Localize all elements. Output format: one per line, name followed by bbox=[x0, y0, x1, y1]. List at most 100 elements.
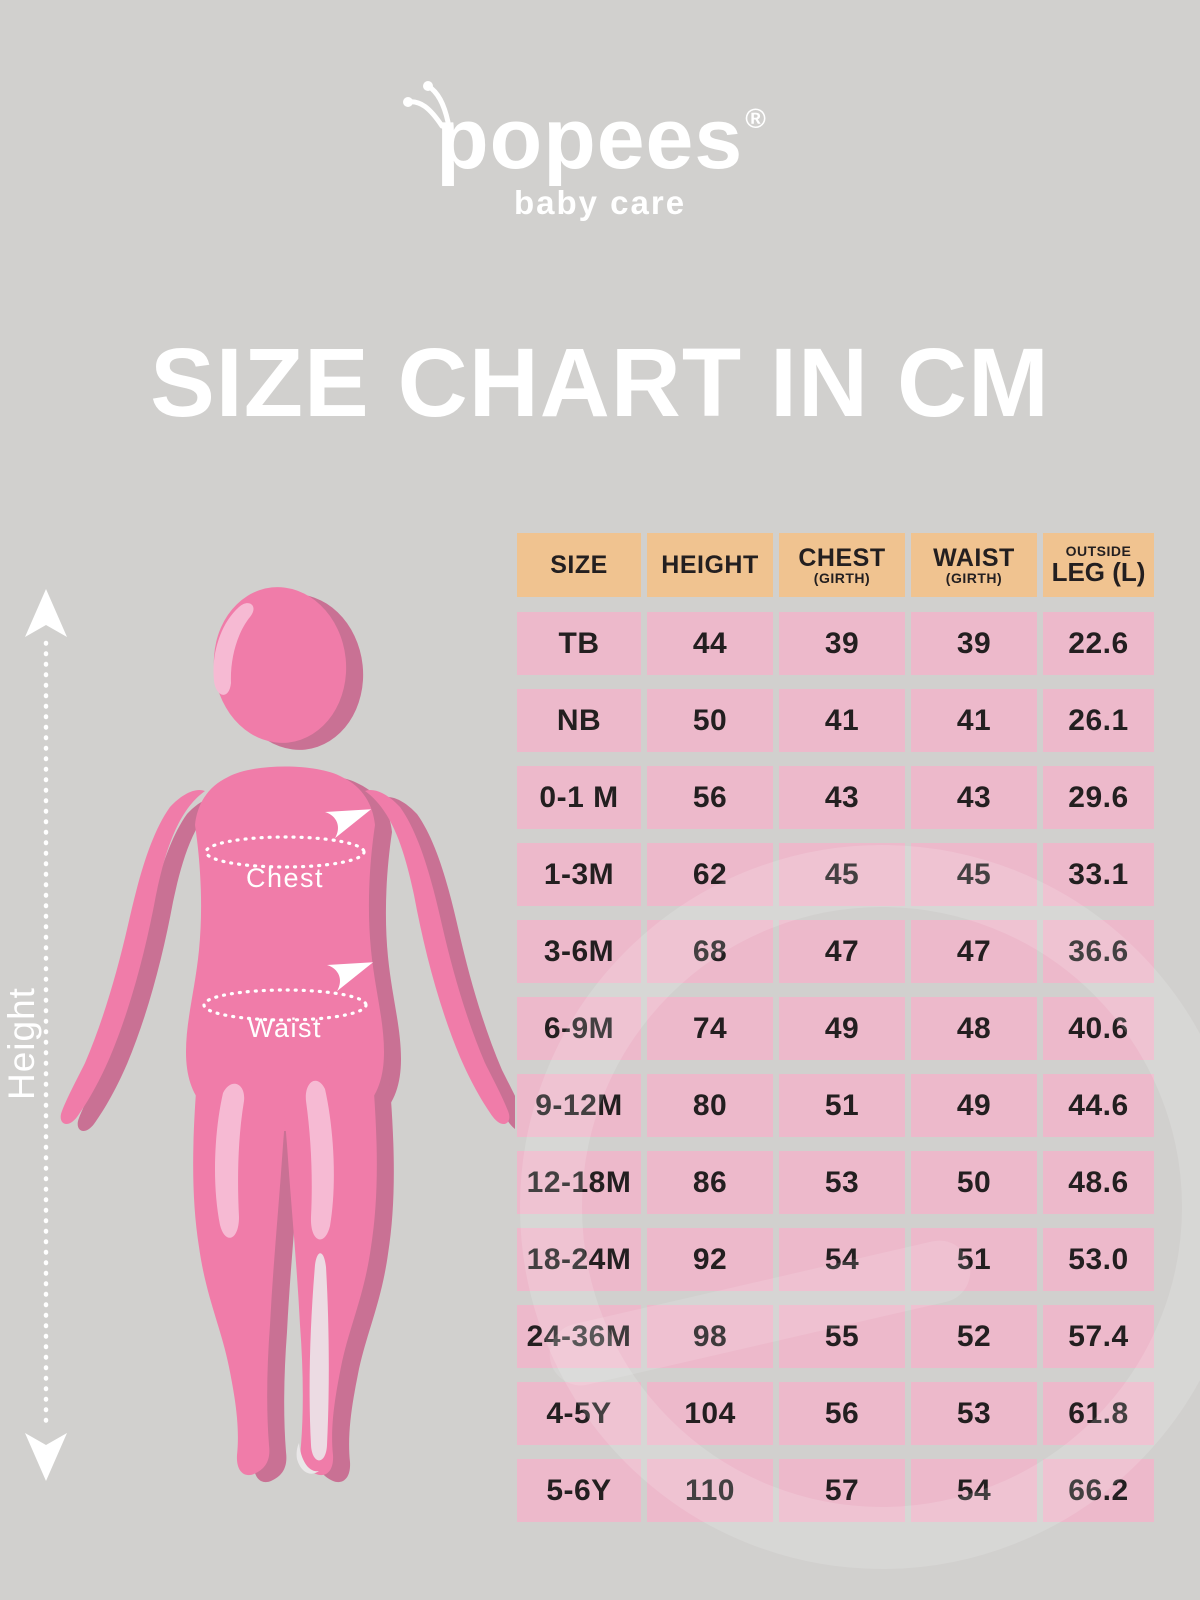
value-cell: 62 bbox=[647, 843, 773, 906]
value-cell: 80 bbox=[647, 1074, 773, 1137]
value-cell: 39 bbox=[911, 612, 1037, 675]
size-table-header: SIZE HEIGHT CHEST (GIRTH) WAIST (GIRTH) OUTSID… bbox=[517, 533, 1154, 597]
value-cell: 49 bbox=[911, 1074, 1037, 1137]
value-cell: 86 bbox=[647, 1151, 773, 1214]
value-cell: 33.1 bbox=[1043, 843, 1154, 906]
waist-label: Waist bbox=[248, 1013, 322, 1043]
size-cell: 12-18M bbox=[517, 1151, 641, 1214]
value-cell: 41 bbox=[779, 689, 905, 752]
value-cell: 45 bbox=[779, 843, 905, 906]
value-cell: 51 bbox=[779, 1074, 905, 1137]
value-cell: 56 bbox=[779, 1382, 905, 1445]
table-row: 24-36M 98 55 52 57.4 bbox=[517, 1305, 1154, 1368]
value-cell: 48.6 bbox=[1043, 1151, 1154, 1214]
table-row: 9-12M 80 51 49 44.6 bbox=[517, 1074, 1154, 1137]
size-cell: 3-6M bbox=[517, 920, 641, 983]
size-cell: 6-9M bbox=[517, 997, 641, 1060]
value-cell: 57 bbox=[779, 1459, 905, 1522]
value-cell: 41 bbox=[911, 689, 1037, 752]
value-cell: 36.6 bbox=[1043, 920, 1154, 983]
value-cell: 56 bbox=[647, 766, 773, 829]
figure-highlights bbox=[213, 603, 334, 1474]
measurement-marks: Chest Waist bbox=[202, 809, 374, 1043]
table-row: 4-5Y 104 56 53 61.8 bbox=[517, 1382, 1154, 1445]
size-table: SIZE HEIGHT CHEST (GIRTH) WAIST (GIRTH) OUTSID… bbox=[517, 533, 1154, 1536]
value-cell: 43 bbox=[779, 766, 905, 829]
value-cell: 47 bbox=[779, 920, 905, 983]
table-row: NB 50 41 41 26.1 bbox=[517, 689, 1154, 752]
value-cell: 39 bbox=[779, 612, 905, 675]
value-cell: 53 bbox=[911, 1382, 1037, 1445]
chest-arrow-icon bbox=[325, 809, 372, 839]
table-row: TB 44 39 39 22.6 bbox=[517, 612, 1154, 675]
value-cell: 44.6 bbox=[1043, 1074, 1154, 1137]
value-cell: 44 bbox=[647, 612, 773, 675]
value-cell: 61.8 bbox=[1043, 1382, 1154, 1445]
value-cell: 54 bbox=[779, 1228, 905, 1291]
value-cell: 26.1 bbox=[1043, 689, 1154, 752]
value-cell: 51 bbox=[911, 1228, 1037, 1291]
table-row: 0-1 M 56 43 43 29.6 bbox=[517, 766, 1154, 829]
value-cell: 74 bbox=[647, 997, 773, 1060]
waist-arrow-icon bbox=[327, 962, 374, 992]
chest-girth-ellipse bbox=[204, 835, 366, 869]
table-row: 18-24M 92 54 51 53.0 bbox=[517, 1228, 1154, 1291]
value-cell: 53.0 bbox=[1043, 1228, 1154, 1291]
value-cell: 43 bbox=[911, 766, 1037, 829]
size-cell: 1-3M bbox=[517, 843, 641, 906]
value-cell: 40.6 bbox=[1043, 997, 1154, 1060]
registered-trademark: ® bbox=[745, 103, 766, 134]
value-cell: 50 bbox=[911, 1151, 1037, 1214]
table-row: 5-6Y 110 57 54 66.2 bbox=[517, 1459, 1154, 1522]
value-cell: 53 bbox=[779, 1151, 905, 1214]
value-cell: 50 bbox=[647, 689, 773, 752]
header-cell-3: WAIST (GIRTH) bbox=[911, 533, 1037, 597]
value-cell: 57.4 bbox=[1043, 1305, 1154, 1368]
value-cell: 47 bbox=[911, 920, 1037, 983]
size-cell: 9-12M bbox=[517, 1074, 641, 1137]
value-cell: 49 bbox=[779, 997, 905, 1060]
value-cell: 55 bbox=[779, 1305, 905, 1368]
height-arrow bbox=[25, 589, 67, 1481]
size-cell: NB bbox=[517, 689, 641, 752]
size-cell: 0-1 M bbox=[517, 766, 641, 829]
value-cell: 92 bbox=[647, 1228, 773, 1291]
header-cell-0: SIZE bbox=[517, 533, 641, 597]
brand-logo: Popees® baby care bbox=[0, 81, 1200, 222]
value-cell: 29.6 bbox=[1043, 766, 1154, 829]
size-table-body: TB 44 39 39 22.6 NB 50 41 41 26.1 0-1 M 56 43 43 29.6 1… bbox=[517, 612, 1154, 1536]
brand-wordmark: Popees bbox=[436, 91, 744, 187]
value-cell: 110 bbox=[647, 1459, 773, 1522]
table-row: 3-6M 68 47 47 36.6 bbox=[517, 920, 1154, 983]
waist-girth-ellipse bbox=[202, 988, 368, 1022]
header-cell-1: HEIGHT bbox=[647, 533, 773, 597]
size-cell: 24-36M bbox=[517, 1305, 641, 1368]
size-cell: 18-24M bbox=[517, 1228, 641, 1291]
size-cell: 4-5Y bbox=[517, 1382, 641, 1445]
size-cell: TB bbox=[517, 612, 641, 675]
table-row: 1-3M 62 45 45 33.1 bbox=[517, 843, 1154, 906]
header-cell-2: CHEST (GIRTH) bbox=[779, 533, 905, 597]
arrow-up-icon bbox=[25, 589, 67, 637]
toddler-figure: Chest Waist bbox=[60, 580, 515, 1483]
chest-label: Chest bbox=[246, 863, 324, 893]
value-cell: 52 bbox=[911, 1305, 1037, 1368]
value-cell: 22.6 bbox=[1043, 612, 1154, 675]
value-cell: 66.2 bbox=[1043, 1459, 1154, 1522]
size-cell: 5-6Y bbox=[517, 1459, 641, 1522]
value-cell: 48 bbox=[911, 997, 1037, 1060]
value-cell: 54 bbox=[911, 1459, 1037, 1522]
value-cell: 98 bbox=[647, 1305, 773, 1368]
arrow-down-icon bbox=[25, 1433, 67, 1481]
table-row: 6-9M 74 49 48 40.6 bbox=[517, 997, 1154, 1060]
value-cell: 68 bbox=[647, 920, 773, 983]
header-cell-4: OUTSIDE LEG (L) bbox=[1043, 533, 1154, 597]
table-row: 12-18M 86 53 50 48.6 bbox=[517, 1151, 1154, 1214]
page-title: SIZE CHART IN CM bbox=[150, 328, 1050, 437]
antennae-icon bbox=[403, 81, 451, 129]
value-cell: 45 bbox=[911, 843, 1037, 906]
value-cell: 104 bbox=[647, 1382, 773, 1445]
brand-tagline: baby care bbox=[513, 184, 687, 221]
height-label: Height bbox=[1, 987, 42, 1101]
